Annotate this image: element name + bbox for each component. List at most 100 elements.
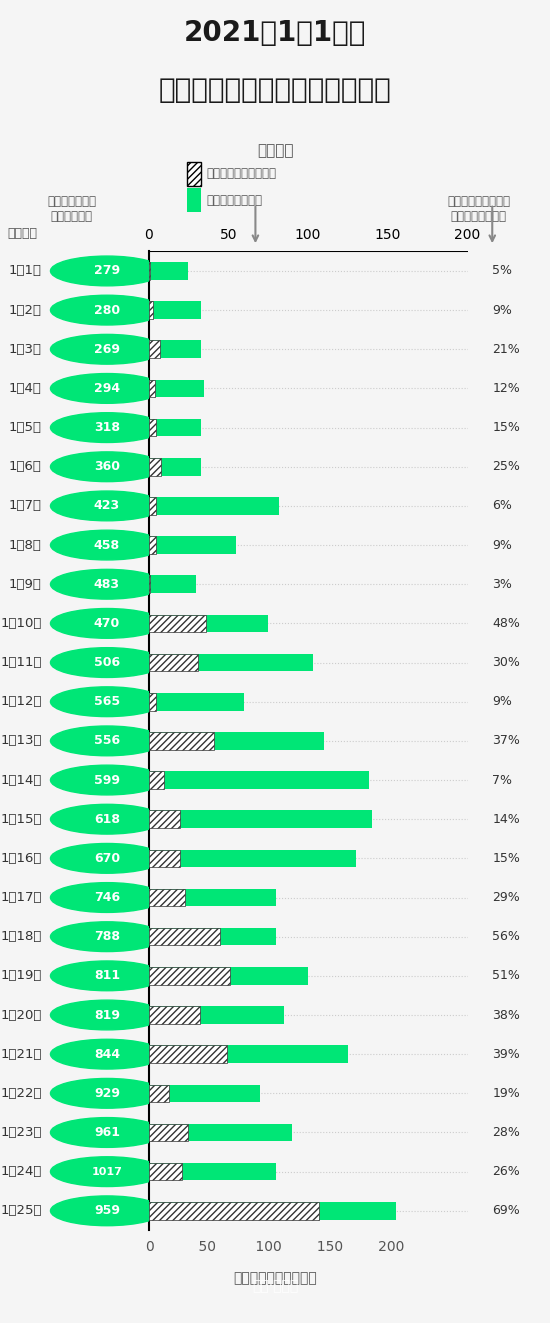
Text: 9%: 9%: [492, 695, 512, 708]
Text: 483: 483: [94, 578, 120, 591]
Bar: [148, 771, 164, 789]
Bar: [148, 576, 150, 593]
Text: 37%: 37%: [492, 734, 520, 747]
Bar: [148, 654, 198, 671]
Text: 470: 470: [94, 617, 120, 630]
Circle shape: [51, 257, 163, 286]
Text: 506: 506: [94, 656, 120, 669]
Text: 1月3日: 1月3日: [9, 343, 42, 356]
Text: 48%: 48%: [492, 617, 520, 630]
Circle shape: [51, 1040, 163, 1069]
Bar: [148, 497, 156, 515]
Text: 1月12日: 1月12日: [0, 695, 42, 708]
Text: 1月14日: 1月14日: [0, 774, 42, 787]
Bar: [148, 497, 279, 515]
Text: 3%: 3%: [492, 578, 512, 591]
Text: 通报日期: 通报日期: [8, 226, 37, 239]
Circle shape: [51, 1118, 163, 1147]
Bar: [148, 1085, 260, 1102]
Text: 269: 269: [94, 343, 120, 356]
Text: 28%: 28%: [492, 1126, 520, 1139]
Text: 1月11日: 1月11日: [0, 656, 42, 669]
Text: 1月2日: 1月2日: [9, 303, 42, 316]
Bar: [148, 849, 180, 867]
Bar: [187, 161, 201, 185]
Text: 1月13日: 1月13日: [0, 734, 42, 747]
Bar: [148, 302, 201, 319]
Bar: [148, 1007, 200, 1024]
Bar: [148, 1203, 396, 1220]
Circle shape: [51, 687, 163, 717]
Text: 811: 811: [94, 970, 120, 983]
Text: 1月1日: 1月1日: [9, 265, 42, 278]
Text: 360: 360: [94, 460, 120, 474]
Text: 1月4日: 1月4日: [9, 382, 42, 396]
Circle shape: [51, 335, 163, 364]
Circle shape: [51, 295, 163, 325]
Text: 26%: 26%: [492, 1166, 520, 1179]
Circle shape: [51, 882, 163, 913]
Circle shape: [51, 960, 163, 991]
Text: 618: 618: [94, 812, 120, 826]
Bar: [148, 927, 220, 946]
Text: 280: 280: [94, 303, 120, 316]
Bar: [148, 967, 308, 984]
Text: 9%: 9%: [492, 303, 512, 316]
Text: 5%: 5%: [492, 265, 512, 278]
Text: 1月9日: 1月9日: [9, 578, 42, 591]
Text: 1月23日: 1月23日: [0, 1126, 42, 1139]
Text: 929: 929: [94, 1086, 120, 1099]
Bar: [148, 1203, 319, 1220]
Text: 1月18日: 1月18日: [0, 930, 42, 943]
Text: 谢谢·美数课: 谢谢·美数课: [252, 1279, 298, 1294]
Circle shape: [51, 609, 163, 638]
Circle shape: [51, 373, 163, 404]
Bar: [148, 262, 188, 279]
Bar: [148, 419, 156, 437]
Circle shape: [51, 765, 163, 795]
Text: 423: 423: [94, 499, 120, 512]
Circle shape: [51, 726, 163, 755]
Text: 318: 318: [94, 421, 120, 434]
Bar: [148, 732, 324, 750]
Text: 当日新增确诊病例中
无症状转确诊占比: 当日新增确诊病例中 无症状转确诊占比: [447, 196, 510, 224]
Circle shape: [51, 569, 163, 599]
Circle shape: [51, 844, 163, 873]
Bar: [148, 927, 276, 946]
Text: 12%: 12%: [492, 382, 520, 396]
Bar: [148, 262, 150, 279]
Bar: [148, 889, 185, 906]
Text: 7%: 7%: [492, 774, 512, 787]
Bar: [148, 340, 159, 359]
Circle shape: [51, 1156, 163, 1187]
Bar: [148, 380, 155, 397]
Text: 1017: 1017: [91, 1167, 122, 1176]
Text: 38%: 38%: [492, 1008, 520, 1021]
Text: 69%: 69%: [492, 1204, 520, 1217]
Bar: [148, 849, 356, 867]
Circle shape: [51, 1000, 163, 1029]
Circle shape: [51, 413, 163, 442]
Text: 294: 294: [94, 382, 120, 396]
Text: 819: 819: [94, 1008, 120, 1021]
Bar: [148, 1045, 348, 1062]
Text: 当日无症状转确诊病例: 当日无症状转确诊病例: [206, 167, 276, 180]
Bar: [148, 771, 368, 789]
Text: 1月21日: 1月21日: [0, 1048, 42, 1061]
Bar: [148, 654, 313, 671]
Text: 19%: 19%: [492, 1086, 520, 1099]
Bar: [148, 615, 268, 632]
Bar: [148, 340, 201, 359]
Circle shape: [51, 491, 163, 521]
Text: 1月5日: 1月5日: [9, 421, 42, 434]
Bar: [148, 1123, 188, 1142]
Text: 458: 458: [94, 538, 120, 552]
Bar: [148, 811, 180, 828]
Text: 14%: 14%: [492, 812, 520, 826]
Text: 尚在医学观察的
无症状感染者: 尚在医学观察的 无症状感染者: [47, 196, 96, 224]
Text: 国家卫健委通报的无症状感染者: 国家卫健委通报的无症状感染者: [158, 77, 392, 105]
Bar: [148, 536, 236, 554]
Text: 599: 599: [94, 774, 120, 787]
Text: 1月15日: 1月15日: [0, 812, 42, 826]
Text: 30%: 30%: [492, 656, 520, 669]
